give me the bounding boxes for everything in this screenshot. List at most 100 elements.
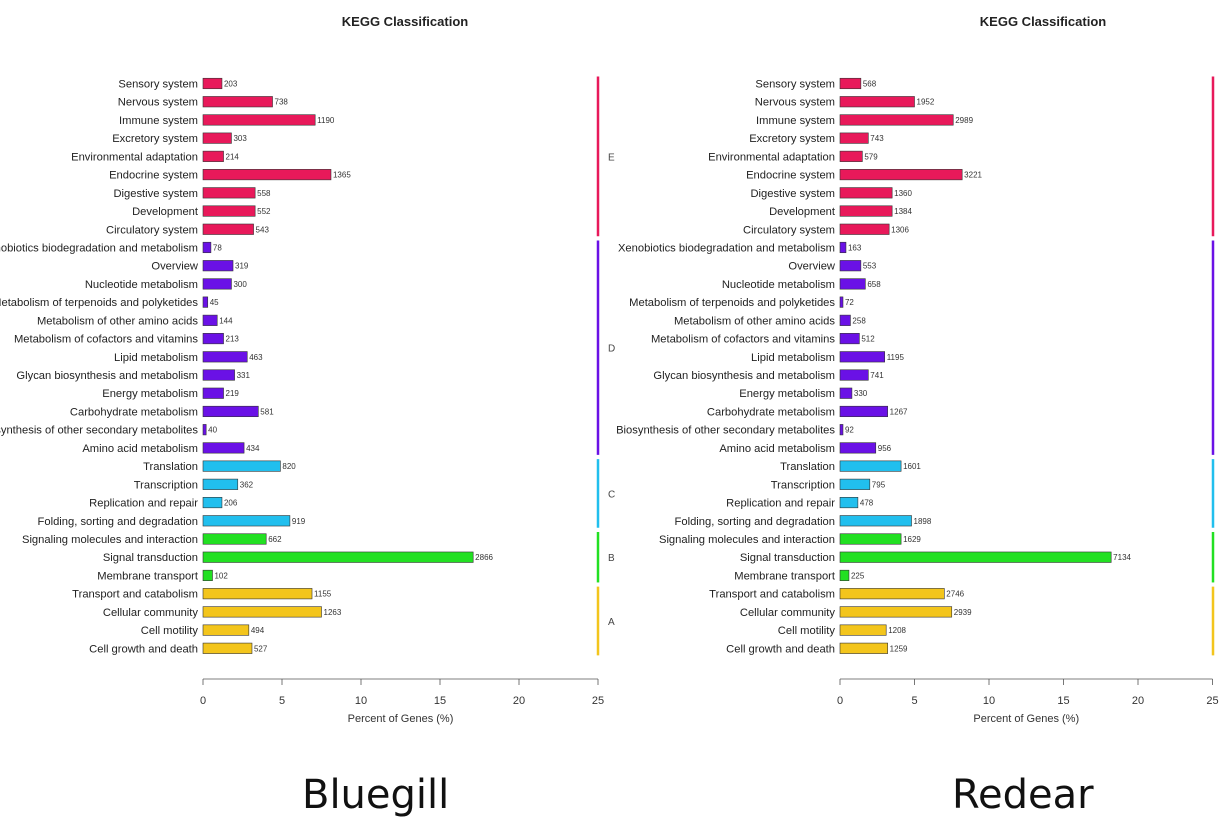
bar-count-label: 225 [851,571,865,580]
bar-count-label: 553 [863,262,877,271]
category-label: Glycan biosynthesis and metabolism [16,370,198,382]
category-label: Digestive system [113,188,198,200]
category-label: Folding, sorting and degradation [38,516,198,528]
bar-count-label: 552 [257,207,271,216]
bar-count-label: 1360 [894,189,912,198]
category-label: Transcription [771,479,835,491]
bar [202,569,213,581]
category-label: Immune system [119,115,198,127]
bar [839,569,850,581]
category-label: Metabolism of other amino acids [37,315,198,327]
bar [202,606,322,618]
x-tick-label: 20 [1132,695,1144,707]
bar [202,333,224,345]
category-label: Metabolism of cofactors and vitamins [651,334,835,346]
category-label: Replication and repair [89,498,198,510]
bar-count-label: 1952 [917,98,935,107]
category-label: Signal transduction [103,552,198,564]
bar-count-label: 1267 [890,407,908,416]
bar [839,187,893,199]
x-tick-label: 25 [592,695,604,707]
x-tick-label: 5 [911,695,917,707]
bar [839,132,869,144]
x-tick-label: 25 [1206,695,1218,707]
bar [839,241,847,254]
category-label: Xenobiotics biodegradation and metabolis… [0,242,198,254]
bar [839,77,862,90]
bar [202,351,248,363]
x-tick-label: 0 [200,695,206,707]
category-label: Excretory system [112,133,198,145]
bar [202,442,245,454]
bar [839,405,888,418]
category-label: Metabolism of terpenoids and polyketides [629,297,835,309]
bar-count-label: 330 [854,389,868,398]
category-label: Translation [143,461,198,473]
bar-count-label: 478 [860,499,874,508]
bar-count-label: 214 [226,152,240,161]
group-letter: A [608,617,615,628]
bar-count-label: 1190 [317,116,335,125]
category-label: Environmental adaptation [708,151,835,163]
bar [202,296,209,308]
category-label: Development [132,206,199,218]
bar [839,369,869,381]
category-label: Glycan biosynthesis and metabolism [653,370,835,382]
bar [839,478,871,490]
category-label: Signaling molecules and interaction [659,534,835,546]
bar-count-label: 919 [292,517,306,526]
bar [202,497,223,509]
category-label: Transport and catabolism [709,589,835,601]
bar [839,533,902,545]
bar [839,497,859,509]
bar [839,515,912,527]
bar [202,205,256,217]
category-label: Circulatory system [743,224,835,236]
bar-count-label: 463 [249,353,263,362]
category-label: Xenobiotics biodegradation and metabolis… [618,242,835,254]
x-tick-label: 10 [355,695,367,707]
bar-count-label: 3221 [964,171,982,180]
bar-count-label: 738 [275,98,289,107]
bar-count-label: 319 [235,262,249,271]
bar-count-label: 1259 [890,644,908,653]
category-label: Cellular community [103,607,199,619]
category-label: Cell growth and death [89,643,198,655]
bar-count-label: 163 [848,243,862,252]
x-tick-label: 5 [279,695,285,707]
bar [202,114,316,126]
chart-title: KEGG Classification [980,14,1106,29]
bar-count-label: 558 [257,189,271,198]
category-label: Amino acid metabolism [82,443,198,455]
bar-count-label: 213 [226,335,240,344]
category-label: Energy metabolism [102,388,198,400]
bar [839,296,844,308]
bar-count-label: 512 [861,335,875,344]
bar [202,150,224,162]
category-label: Nervous system [755,97,835,109]
bar-count-label: 92 [845,426,854,435]
bar [839,606,953,618]
bar [839,278,866,290]
category-label: Biosynthesis of other secondary metaboli… [0,425,198,437]
bar-count-label: 2746 [946,590,964,599]
bar [839,642,888,654]
bar [202,551,474,563]
bar [202,588,313,600]
bar-count-label: 956 [878,444,892,453]
bar-count-label: 1306 [891,225,909,234]
bar [202,96,273,108]
bar [202,169,332,181]
bar-count-label: 78 [213,243,222,252]
bar-count-label: 527 [254,644,268,653]
category-label: Development [769,206,836,218]
bar [839,223,890,235]
category-label: Membrane transport [97,570,199,582]
category-label: Circulatory system [106,224,198,236]
bar [839,387,853,399]
category-label: Environmental adaptation [71,151,198,163]
bar-count-label: 581 [260,407,274,416]
bar-count-label: 1629 [903,535,921,544]
bar-count-label: 331 [237,371,251,380]
